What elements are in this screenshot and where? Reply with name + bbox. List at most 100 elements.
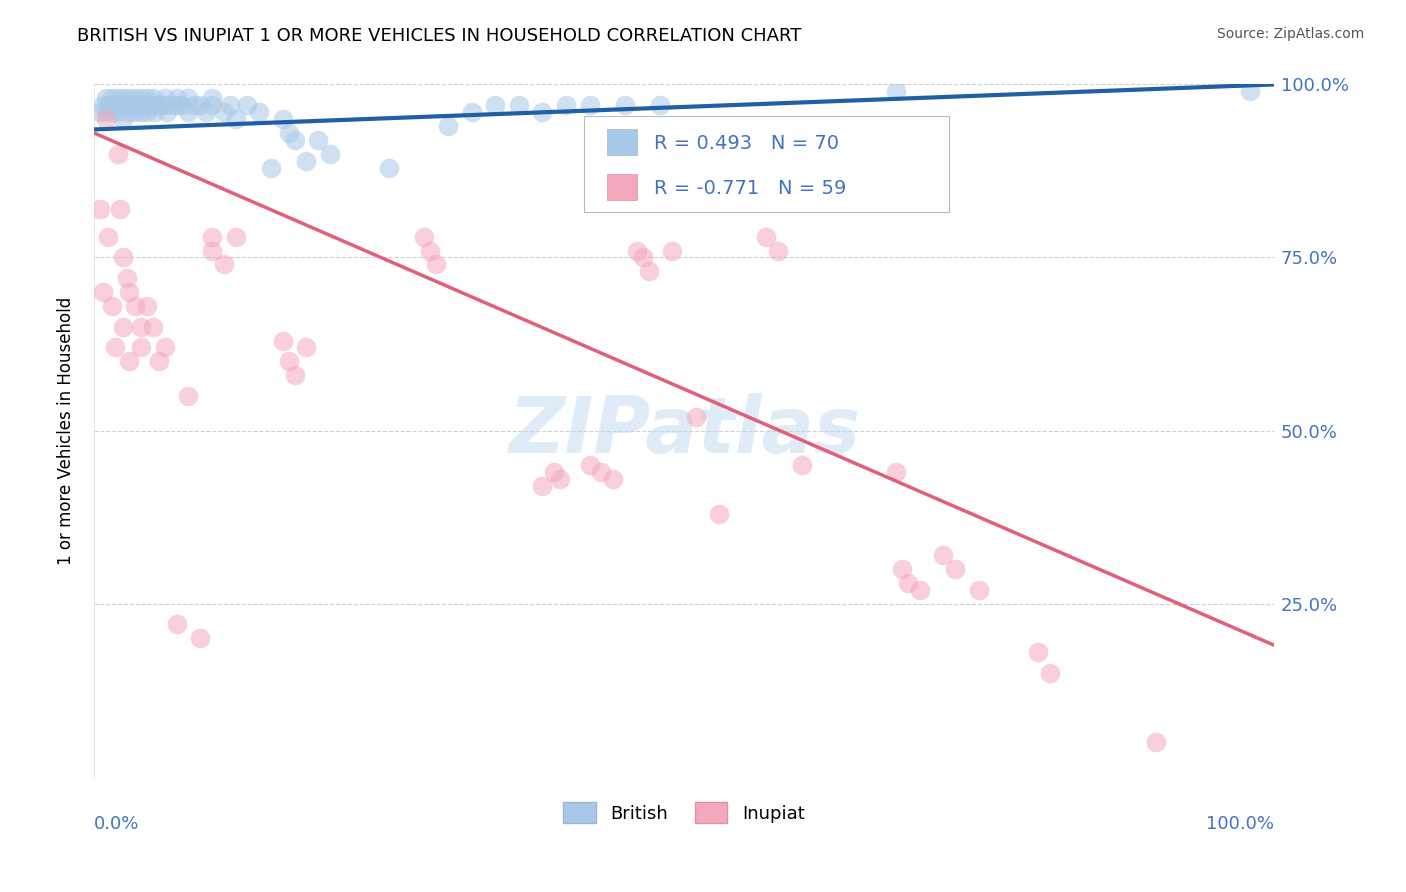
Point <box>307 133 329 147</box>
Point <box>172 98 194 112</box>
Point <box>166 91 188 105</box>
Point <box>419 244 441 258</box>
Point <box>685 409 707 424</box>
Point <box>591 465 613 479</box>
Point <box>201 229 224 244</box>
Point <box>107 105 129 120</box>
Point <box>142 91 165 105</box>
Point <box>884 84 907 98</box>
Point <box>166 617 188 632</box>
Point <box>139 98 162 112</box>
Legend: British, Inupiat: British, Inupiat <box>564 802 804 823</box>
Point <box>1026 645 1049 659</box>
Point <box>112 91 135 105</box>
Y-axis label: 1 or more Vehicles in Household: 1 or more Vehicles in Household <box>58 296 75 565</box>
Point <box>271 112 294 126</box>
Point <box>100 105 122 120</box>
Text: R = -0.771   N = 59: R = -0.771 N = 59 <box>654 178 846 198</box>
Point <box>177 91 200 105</box>
Point <box>124 299 146 313</box>
Point <box>543 465 565 479</box>
Point <box>100 299 122 313</box>
Point <box>121 98 143 112</box>
Text: R = 0.493   N = 70: R = 0.493 N = 70 <box>654 134 839 153</box>
FancyBboxPatch shape <box>583 116 949 212</box>
Text: ZIPatlas: ZIPatlas <box>508 392 860 468</box>
Point <box>1239 84 1261 98</box>
Point <box>112 112 135 126</box>
Point <box>650 98 672 112</box>
Point <box>319 146 342 161</box>
Text: 0.0%: 0.0% <box>94 814 139 833</box>
Point <box>709 507 731 521</box>
Point <box>531 479 554 493</box>
Point <box>104 341 127 355</box>
Point <box>142 319 165 334</box>
Point <box>132 98 155 112</box>
Point <box>94 91 117 105</box>
Point <box>107 91 129 105</box>
Point <box>932 548 955 562</box>
FancyBboxPatch shape <box>607 174 637 200</box>
Point <box>188 98 211 112</box>
Point <box>124 105 146 120</box>
Point <box>159 98 181 112</box>
Point <box>118 285 141 299</box>
Point <box>195 105 218 120</box>
Point <box>613 98 636 112</box>
Point <box>93 285 115 299</box>
Point <box>225 112 247 126</box>
Point <box>129 105 152 120</box>
Point <box>97 98 120 112</box>
Point <box>142 98 165 112</box>
Point <box>548 472 571 486</box>
Point <box>1039 665 1062 680</box>
Point <box>531 105 554 120</box>
Point <box>661 244 683 258</box>
Point <box>112 251 135 265</box>
Point <box>201 91 224 105</box>
Point <box>136 105 159 120</box>
Point <box>148 354 170 368</box>
Point <box>277 354 299 368</box>
Point <box>177 105 200 120</box>
Point <box>93 98 115 112</box>
Point <box>118 91 141 105</box>
Point <box>156 105 179 120</box>
Point <box>128 98 150 112</box>
Point <box>283 133 305 147</box>
Point <box>89 105 111 120</box>
Point <box>484 98 506 112</box>
Point <box>295 341 318 355</box>
Point <box>115 271 138 285</box>
Point <box>578 458 600 472</box>
Point <box>143 105 166 120</box>
Point <box>212 257 235 271</box>
Point <box>378 161 401 175</box>
Point <box>508 98 530 112</box>
Point <box>201 98 224 112</box>
Point <box>225 229 247 244</box>
Point <box>118 354 141 368</box>
Point <box>115 98 138 112</box>
Point <box>908 582 931 597</box>
Point <box>129 91 152 105</box>
Point <box>755 229 778 244</box>
Point <box>112 98 135 112</box>
Point <box>112 319 135 334</box>
Point <box>277 126 299 140</box>
Point <box>790 458 813 472</box>
Point <box>768 244 790 258</box>
Point <box>943 562 966 576</box>
FancyBboxPatch shape <box>607 129 637 155</box>
Point <box>136 299 159 313</box>
Point <box>631 251 654 265</box>
Point <box>295 153 318 168</box>
Point <box>188 631 211 645</box>
Point <box>100 91 122 105</box>
Point <box>148 98 170 112</box>
Point <box>153 341 176 355</box>
Point <box>177 389 200 403</box>
Point <box>129 98 152 112</box>
Text: 100.0%: 100.0% <box>1206 814 1274 833</box>
